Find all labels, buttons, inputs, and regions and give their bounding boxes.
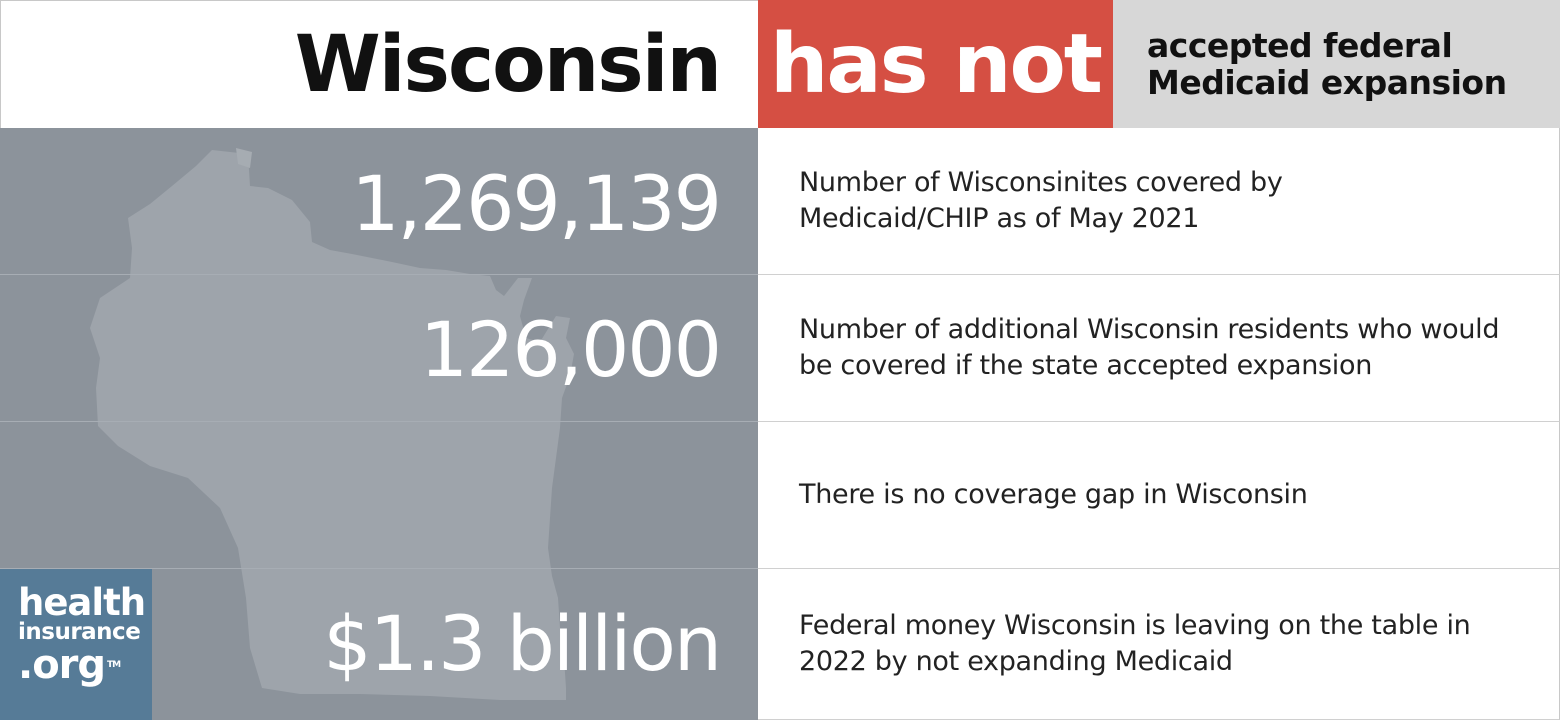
stat-description-line: be covered if the state accepted expansi… [799,350,1373,381]
expansion-description-header: accepted federal Medicaid expansion [1113,0,1560,128]
logo-line: .org TM [18,645,152,685]
expansion-status-header: has not [758,0,1113,128]
stat-value-covered: 1,269,139 [351,159,722,248]
stat-description: Number of additional Wisconsin residents… [799,312,1499,384]
stat-description-row: There is no coverage gap in Wisconsin [758,422,1560,569]
stat-description-line: Number of Wisconsinites covered by [799,167,1283,198]
stat-description-line: There is no coverage gap in Wisconsin [799,479,1308,510]
stat-value-federal-money: $1.3 billion [323,599,722,688]
stat-description: There is no coverage gap in Wisconsin [799,477,1308,513]
stat-description-row: Federal money Wisconsin is leaving on th… [758,569,1560,720]
state-name-header: Wisconsin [0,0,758,128]
expansion-description-line: accepted federal [1147,26,1453,65]
logo-line: insurance [18,619,141,645]
stat-value-additional: 126,000 [419,305,722,394]
stat-description-row: Number of additional Wisconsin residents… [758,275,1560,422]
healthinsurance-org-logo: health insurance .org TM [0,569,152,720]
logo-trademark: TM [107,660,121,670]
stats-panel: 1,269,139 126,000 $1.3 billion health in… [0,128,758,720]
stat-description-row: Number of Wisconsinites covered by Medic… [758,128,1560,275]
row-divider [0,568,758,569]
stat-description-line: Number of additional Wisconsin residents… [799,314,1500,345]
expansion-status: has not [770,16,1103,112]
stat-description-line: 2022 by not expanding Medicaid [799,646,1233,677]
stat-description: Number of Wisconsinites covered by Medic… [799,165,1283,237]
logo-domain: .org [18,642,106,688]
row-divider [0,421,758,422]
logo-line: health [18,581,146,624]
row-divider [0,274,758,275]
wisconsin-map-icon [90,148,574,700]
state-name: Wisconsin [294,19,722,110]
stat-description: Federal money Wisconsin is leaving on th… [799,608,1471,680]
stat-description-line: Medicaid/CHIP as of May 2021 [799,203,1200,234]
expansion-description-line: Medicaid expansion [1147,63,1507,102]
stat-description-line: Federal money Wisconsin is leaving on th… [799,610,1471,641]
